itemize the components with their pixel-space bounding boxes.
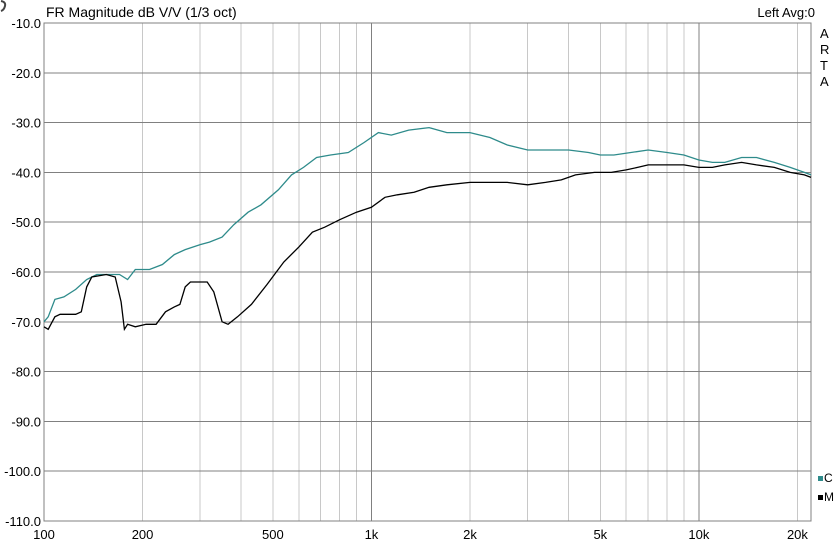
y-tick-label: -20.0 [11,66,41,81]
legend-item-m[interactable]: M [818,490,834,504]
series-line-c [43,126,812,323]
cursor-icon [0,0,7,12]
legend-item-c[interactable]: C [818,471,833,485]
legend-swatch-m [818,494,823,500]
x-tick-label: 100 [33,527,55,542]
legend-label-c: C [824,471,833,485]
x-tick-label: 10k [688,527,709,542]
y-tick-label: -60.0 [11,265,41,280]
x-tick-label: 200 [132,527,154,542]
y-tick-label: -110.0 [5,514,41,529]
arta-letter-1: A [820,26,829,41]
y-tick-label: -100.0 [4,464,41,479]
y-tick-label: -10.0 [11,16,41,31]
y-tick-label: -40.0 [11,165,41,180]
y-tick-label: -50.0 [11,215,41,230]
channel-avg-info: Left Avg:0 [757,5,815,20]
y-tick-label: -30.0 [11,116,41,131]
chart-title: FR Magnitude dB V/V (1/3 oct) [46,4,237,20]
y-tick-label: -80.0 [11,365,41,380]
arta-letter-4: A [820,74,829,89]
y-tick-label: -90.0 [11,414,41,429]
x-tick-label: 1k [365,527,379,542]
plot-frame [43,22,812,522]
x-tick-label: 20k [787,527,808,542]
x-tick-label: 5k [593,527,607,542]
legend-label-m: M [824,490,834,504]
arta-letter-2: R [820,42,830,57]
x-tick-label: 2k [463,527,477,542]
series-line-m [43,161,812,332]
arta-letter-3: T [820,58,828,73]
legend-swatch-c [818,475,823,481]
x-tick-label: 500 [262,527,284,542]
y-tick-label: -70.0 [11,315,41,330]
